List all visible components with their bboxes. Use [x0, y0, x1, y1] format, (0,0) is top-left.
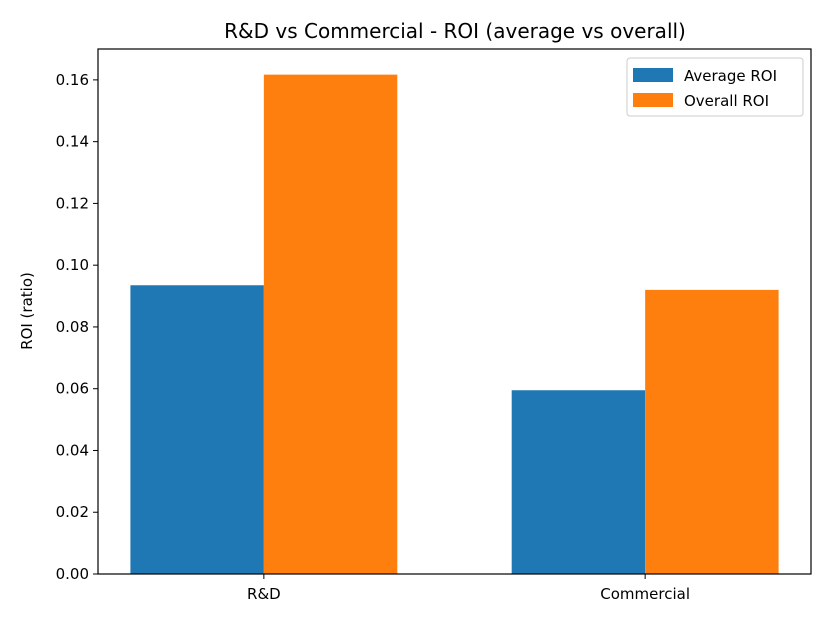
bar-average-roi-1	[511, 390, 646, 574]
y-tick-label: 0.00	[56, 565, 89, 583]
chart-title: R&D vs Commercial - ROI (average vs over…	[224, 19, 686, 43]
y-tick-label: 0.14	[56, 133, 89, 151]
bar-overall-roi-0	[263, 74, 398, 574]
y-axis-label: ROI (ratio)	[18, 272, 36, 350]
x-tick-label: R&D	[247, 585, 281, 603]
legend-label: Average ROI	[684, 67, 777, 85]
y-tick-label: 0.06	[56, 380, 89, 398]
legend-swatch	[633, 93, 673, 107]
y-tick-label: 0.08	[56, 318, 89, 336]
bar-overall-roi-1	[645, 289, 779, 574]
x-tick-label: Commercial	[600, 585, 690, 603]
y-tick-label: 0.16	[56, 71, 89, 89]
x-axis: R&D Commercial	[247, 574, 690, 603]
legend: Average ROI Overall ROI	[626, 57, 804, 117]
bars-group	[130, 74, 779, 574]
bar-average-roi-0	[130, 285, 264, 574]
y-tick-label: 0.12	[56, 194, 89, 212]
legend-swatch	[633, 68, 673, 82]
plot-frame	[97, 48, 812, 575]
legend-label: Overall ROI	[684, 92, 769, 110]
y-axis: 0.00 0.02 0.04 0.06 0.08 0.10 0.12 0.14 0.16	[56, 71, 98, 583]
y-tick-label: 0.02	[56, 503, 89, 521]
y-tick-label: 0.04	[56, 441, 89, 459]
y-tick-label: 0.10	[56, 256, 89, 274]
